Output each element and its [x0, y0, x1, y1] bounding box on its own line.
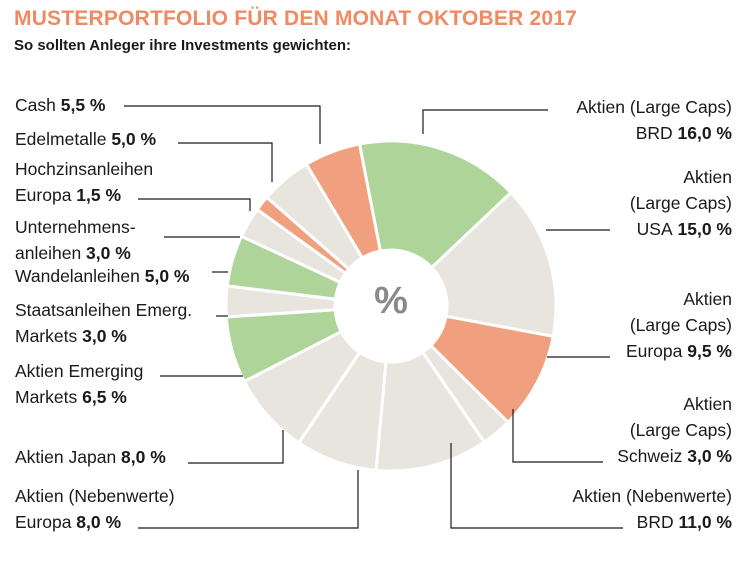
leader-lines-group: [124, 105, 623, 529]
slice-value-3: 9,5 %: [682, 341, 732, 361]
slice-label-4-line-3: Schweiz 3,0 %: [617, 446, 732, 466]
slice-label-3-line-3: Europa 9,5 %: [626, 341, 732, 361]
pie-slice-1: [358, 139, 513, 270]
slice-value-4: 3,0 %: [682, 446, 732, 466]
slice-label-14-line-1: Cash 5,5 %: [15, 95, 106, 115]
leader-line-6: [138, 470, 359, 529]
slice-label-10-line-1: Wandelanleihen 5,0 %: [15, 266, 190, 286]
leader-line-7: [188, 430, 284, 464]
slice-label-7-line-1: Aktien Japan 8,0 %: [15, 447, 166, 467]
slice-label-12-line-1: Hochzinsanleihen: [15, 159, 153, 179]
slice-label-9-line-2: Markets 3,0 %: [15, 326, 127, 346]
slice-label-13-line-1: Edelmetalle 5,0 %: [15, 129, 157, 149]
pie-slice-14: [305, 142, 382, 260]
leader-line-14: [124, 105, 321, 144]
slice-label-8-line-1: Aktien Emerging: [15, 361, 143, 381]
leader-line-13: [178, 142, 273, 182]
chart-title: MUSTERPORTFOLIO FÜR DEN MONAT OKTOBER 20…: [14, 7, 577, 30]
slice-value-8: 6,5 %: [77, 387, 127, 407]
slice-value-14: 5,5 %: [56, 95, 106, 115]
slice-label-2-line-3: USA 15,0 %: [637, 219, 733, 239]
leader-line-12: [138, 198, 251, 211]
slice-label-6-line-2: Europa 8,0 %: [15, 512, 121, 532]
leader-line-5: [450, 443, 623, 529]
labels-group: Aktien (Large Caps) BRD 16,0 % Aktien (Larg…: [15, 95, 732, 532]
slice-label-4-line-2: (Large Caps): [630, 420, 732, 440]
slice-value-5: 11,0 %: [674, 512, 733, 532]
slice-label-1-line-2: BRD 16,0 %: [636, 123, 733, 143]
slice-value-2: 15,0 %: [673, 219, 733, 239]
slice-label-6-line-1: Aktien (Nebenwerte): [15, 486, 175, 506]
slice-value-12: 1,5 %: [71, 185, 121, 205]
slice-value-6: 8,0 %: [71, 512, 121, 532]
slice-value-7: 8,0 %: [116, 447, 166, 467]
leader-line-4: [512, 409, 603, 463]
pie-slice-2: [430, 191, 558, 338]
slice-label-5-line-2: BRD 11,0 %: [637, 512, 733, 532]
slice-label-11-line-2: anleihen 3,0 %: [15, 243, 131, 263]
slice-value-9: 3,0 %: [77, 326, 127, 346]
slice-label-4-line-1: Aktien: [683, 394, 732, 414]
slice-value-10: 5,0 %: [140, 266, 190, 286]
slice-value-1: 16,0 %: [673, 123, 733, 143]
slice-label-12-line-2: Europa 1,5 %: [15, 185, 121, 205]
slice-label-8-line-2: Markets 6,5 %: [15, 387, 127, 407]
slice-label-2-line-2: (Large Caps): [630, 193, 732, 213]
slice-label-2-line-1: Aktien: [683, 167, 732, 187]
slice-label-3-line-1: Aktien: [683, 289, 732, 309]
slice-label-11-line-1: Unternehmens-: [15, 217, 136, 237]
slice-label-3-line-2: (Large Caps): [630, 315, 732, 335]
slice-label-1-line-1: Aktien (Large Caps): [576, 97, 732, 117]
slice-label-9-line-1: Staatsanleihen Emerg.: [15, 300, 192, 320]
center-label: %: [374, 280, 408, 322]
slice-value-13: 5,0 %: [106, 129, 156, 149]
slice-value-11: 3,0 %: [81, 243, 131, 263]
slice-label-5-line-1: Aktien (Nebenwerte): [572, 486, 732, 506]
leader-line-1: [422, 109, 548, 134]
slices-group: [224, 139, 558, 473]
chart-subtitle: So sollten Anleger ihre Investments gewi…: [14, 37, 352, 54]
